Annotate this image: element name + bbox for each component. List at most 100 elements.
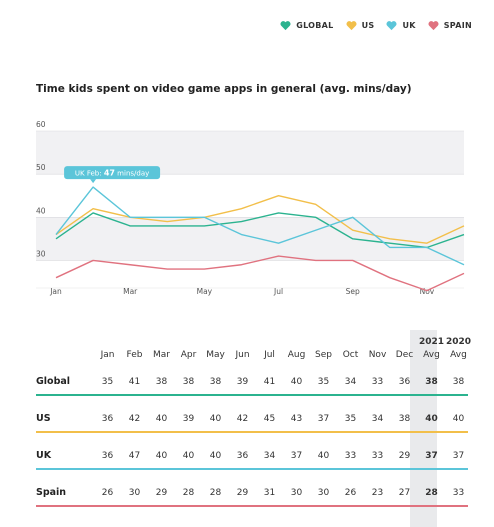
- table-row: UK 36 47 40 40 40 36 34 37 40 33 33 29 37 37: [36, 437, 472, 474]
- row-underline: [36, 505, 468, 507]
- table-cell: 33: [344, 450, 357, 461]
- table-cell: 41: [128, 376, 141, 387]
- month-header: Jan: [100, 350, 115, 360]
- month-header-row: Jan Feb Mar Apr May Jun Jul Aug Sep Oct …: [36, 347, 472, 363]
- row-underline: [36, 431, 468, 433]
- table-cell: 38: [155, 376, 168, 387]
- annotation-text: UK Feb: 47 mins/day: [75, 168, 149, 177]
- series-line-us: [55, 195, 465, 244]
- table-row: Spain 26 30 29 28 28 29 31 30 30 26 23 27 28 33: [36, 474, 472, 511]
- table-cell: 30: [290, 487, 303, 498]
- table-cell: 26: [101, 487, 114, 498]
- table-cell: 27: [398, 487, 411, 498]
- table-cell: 28: [182, 487, 195, 498]
- table-cell: 36: [101, 450, 114, 461]
- x-tick-label: Mar: [123, 287, 138, 296]
- table-cell: 41: [263, 376, 276, 387]
- x-tick-label: Jul: [273, 287, 283, 296]
- heart-icon: [386, 21, 397, 31]
- legend-item-uk: UK: [386, 20, 415, 31]
- chart-legend: GLOBAL US UK SPAIN: [280, 20, 472, 31]
- table-cell: 36: [398, 376, 411, 387]
- table-row: Global 35 41 38 38 38 39 41 40 35 34 33 36 38 38: [36, 363, 472, 400]
- annotation-pointer: [90, 179, 97, 184]
- table-cell: 38: [398, 413, 411, 424]
- grid-band: [36, 217, 464, 261]
- month-header: Mar: [153, 350, 170, 360]
- table-cell: 28: [209, 487, 222, 498]
- table-cell: 40: [209, 413, 222, 424]
- table-cell: 35: [101, 376, 114, 387]
- table-cell: 37: [290, 450, 303, 461]
- y-tick-label: 40: [36, 206, 46, 215]
- table-row: US 36 42 40 39 40 42 45 43 37 35 34 38 40 40: [36, 400, 472, 437]
- month-header: Feb: [126, 350, 143, 360]
- legend-item-us: US: [346, 20, 375, 31]
- table-cell: 38: [182, 376, 195, 387]
- table-cell: 43: [290, 413, 303, 424]
- month-header: Oct: [342, 350, 359, 360]
- y-tick-label: 60: [36, 120, 46, 129]
- annotation-callout: [64, 166, 161, 180]
- table-cell: 35: [344, 413, 357, 424]
- legend-label: GLOBAL: [296, 21, 334, 30]
- avg-2021-column-highlight: [410, 330, 437, 527]
- year-header-row: 2021 2020: [36, 330, 472, 347]
- table-cell: 34: [344, 376, 357, 387]
- table-cell: 42: [236, 413, 249, 424]
- row-label: UK: [36, 450, 52, 461]
- heart-icon: [346, 21, 357, 31]
- legend-label: US: [361, 21, 375, 30]
- table-cell: 29: [236, 487, 249, 498]
- y-tick-label: 30: [36, 249, 46, 258]
- avg-2021-cell: 28: [425, 487, 438, 498]
- table-cell: 38: [209, 376, 222, 387]
- row-label: Global: [36, 376, 71, 387]
- x-tick-label: May: [197, 287, 213, 296]
- table-cell: 26: [344, 487, 357, 498]
- month-header: Apr: [180, 350, 197, 360]
- table-cell: 40: [290, 376, 303, 387]
- avg-2021-cell: 38: [425, 376, 438, 387]
- table-cell: 37: [317, 413, 330, 424]
- table-cell: 34: [263, 450, 276, 461]
- avg-2021-year: 2021: [418, 337, 445, 347]
- row-underline: [36, 394, 468, 396]
- annotation-suffix: mins/day: [115, 169, 149, 177]
- series-line-spain: [55, 255, 465, 292]
- month-header: Nov: [368, 350, 387, 360]
- table-cell: 42: [128, 413, 141, 424]
- series-line-uk: [55, 186, 465, 266]
- row-label: US: [36, 413, 51, 424]
- table-cell: 40: [182, 450, 195, 461]
- table-cell: 39: [182, 413, 195, 424]
- avg-2020-cell: 37: [452, 450, 465, 461]
- avg-2020-cell: 38: [452, 376, 465, 387]
- month-header: Jul: [264, 350, 275, 360]
- table-cell: 29: [155, 487, 168, 498]
- table-cell: 23: [371, 487, 384, 498]
- legend-label: UK: [402, 21, 416, 30]
- table-cell: 40: [209, 450, 222, 461]
- table-cell: 35: [317, 376, 330, 387]
- heart-icon: [280, 21, 291, 31]
- month-header: Sep: [315, 350, 332, 360]
- legend-label: SPAIN: [443, 21, 472, 30]
- heart-icon: [428, 21, 439, 31]
- table-cell: 33: [371, 450, 384, 461]
- avg-2021-cell: 37: [425, 450, 438, 461]
- x-tick-label: Jan: [49, 287, 62, 296]
- month-header: Dec: [395, 350, 414, 360]
- annotation-value: 47: [104, 168, 115, 177]
- avg-2020-cell: 40: [452, 413, 465, 424]
- table-cell: 31: [263, 487, 276, 498]
- avg-2020-cell: 33: [452, 487, 465, 498]
- table-cell: 30: [317, 487, 330, 498]
- x-tick-label: Sep: [346, 287, 360, 296]
- table-cell: 30: [128, 487, 141, 498]
- series-line-global: [55, 212, 465, 249]
- month-header: Aug: [287, 350, 306, 360]
- x-tick-label: Nov: [420, 287, 435, 296]
- table-cell: 45: [263, 413, 276, 424]
- table-cell: 47: [128, 450, 141, 461]
